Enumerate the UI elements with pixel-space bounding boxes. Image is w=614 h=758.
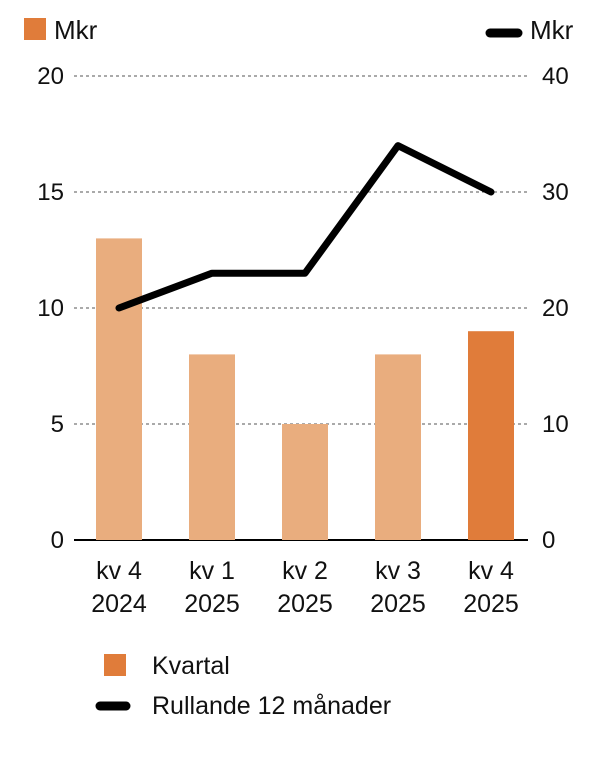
category-label-year: 2025: [277, 590, 333, 618]
bar: [375, 354, 421, 540]
category-label-year: 2024: [91, 590, 147, 618]
bar: [96, 238, 142, 540]
right-axis-ticks: 0 10 20 30 40: [542, 63, 569, 554]
left-tick-label: 15: [37, 179, 64, 206]
category-label-quarter: kv 4: [96, 557, 142, 585]
bar-series: [96, 238, 514, 540]
category-label-year: 2025: [184, 590, 240, 618]
right-tick-label: 10: [542, 411, 569, 438]
left-tick-label: 5: [51, 411, 64, 438]
category-label-year: 2025: [370, 590, 426, 618]
category-label-year: 2025: [463, 590, 519, 618]
left-tick-label: 0: [51, 527, 64, 554]
left-unit-swatch: [24, 18, 46, 40]
category-labels: kv 4 2024 kv 1 2025 kv 2 2025 kv 3 2025 kv 4 2025: [91, 557, 519, 618]
bar: [468, 331, 514, 540]
category-label-quarter: kv 2: [282, 557, 328, 585]
bar: [282, 424, 328, 540]
right-axis-unit: Mkr: [530, 15, 574, 45]
left-tick-label: 20: [37, 63, 64, 90]
right-tick-label: 20: [542, 295, 569, 322]
category-label-quarter: kv 1: [189, 557, 235, 585]
series-line: [115, 142, 495, 312]
line-series: [115, 142, 495, 312]
legend-label-rullande: Rullande 12 månader: [152, 692, 391, 720]
legend-swatch-kvartal: [104, 654, 126, 676]
right-tick-label: 40: [542, 63, 569, 90]
right-tick-label: 0: [542, 527, 555, 554]
right-tick-label: 30: [542, 179, 569, 206]
category-label-quarter: kv 4: [468, 557, 514, 585]
legend-label-kvartal: Kvartal: [152, 652, 230, 680]
left-tick-label: 10: [37, 295, 64, 322]
category-label-quarter: kv 3: [375, 557, 421, 585]
left-axis-unit: Mkr: [54, 15, 98, 45]
legend: Kvartal Rullande 12 månader: [95, 652, 391, 720]
bar: [189, 354, 235, 540]
left-axis-ticks: 0 5 10 15 20: [37, 63, 64, 554]
